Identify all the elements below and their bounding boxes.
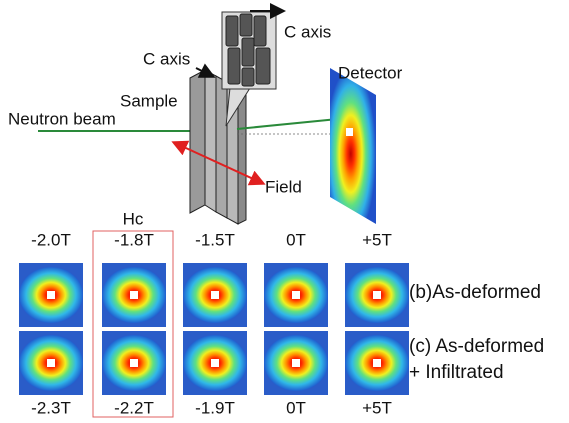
label: Sample — [120, 91, 178, 110]
row-label: + Infiltrated — [409, 362, 504, 383]
beam-stop — [292, 359, 300, 367]
label: C axis — [284, 22, 331, 41]
field-label: 0T — [286, 398, 306, 417]
beam-stop — [47, 291, 55, 299]
grains — [226, 14, 270, 86]
row-label: (c) As-deformed — [409, 336, 544, 357]
label: C axis — [143, 49, 190, 68]
label: Neutron beam — [8, 109, 116, 128]
field-label: -2.3T — [31, 398, 71, 417]
field-label: -1.9T — [195, 398, 235, 417]
beam-stop — [47, 359, 55, 367]
beam-stop — [130, 291, 138, 299]
label: Field — [265, 177, 302, 196]
beam-stop — [211, 359, 219, 367]
field-label: -2.2T — [114, 398, 154, 417]
field-label: -2.0T — [31, 230, 71, 249]
beam-stop — [211, 291, 219, 299]
beam-stop — [373, 291, 381, 299]
field-label: +5T — [362, 398, 392, 417]
beam-stop — [130, 359, 138, 367]
label: Hc — [123, 209, 144, 228]
field-label: +5T — [362, 230, 392, 249]
beam-stop — [373, 359, 381, 367]
field-label: -1.5T — [195, 230, 235, 249]
label: Detector — [338, 63, 403, 82]
detector — [330, 68, 376, 224]
field-label: -1.8T — [114, 230, 154, 249]
field-label: 0T — [286, 230, 306, 249]
figure: C axis C axis Detector Sample Neutron be… — [0, 0, 569, 423]
beam-stop — [346, 128, 353, 136]
beam-stop — [292, 291, 300, 299]
row-label: (b)As-deformed — [409, 282, 541, 303]
